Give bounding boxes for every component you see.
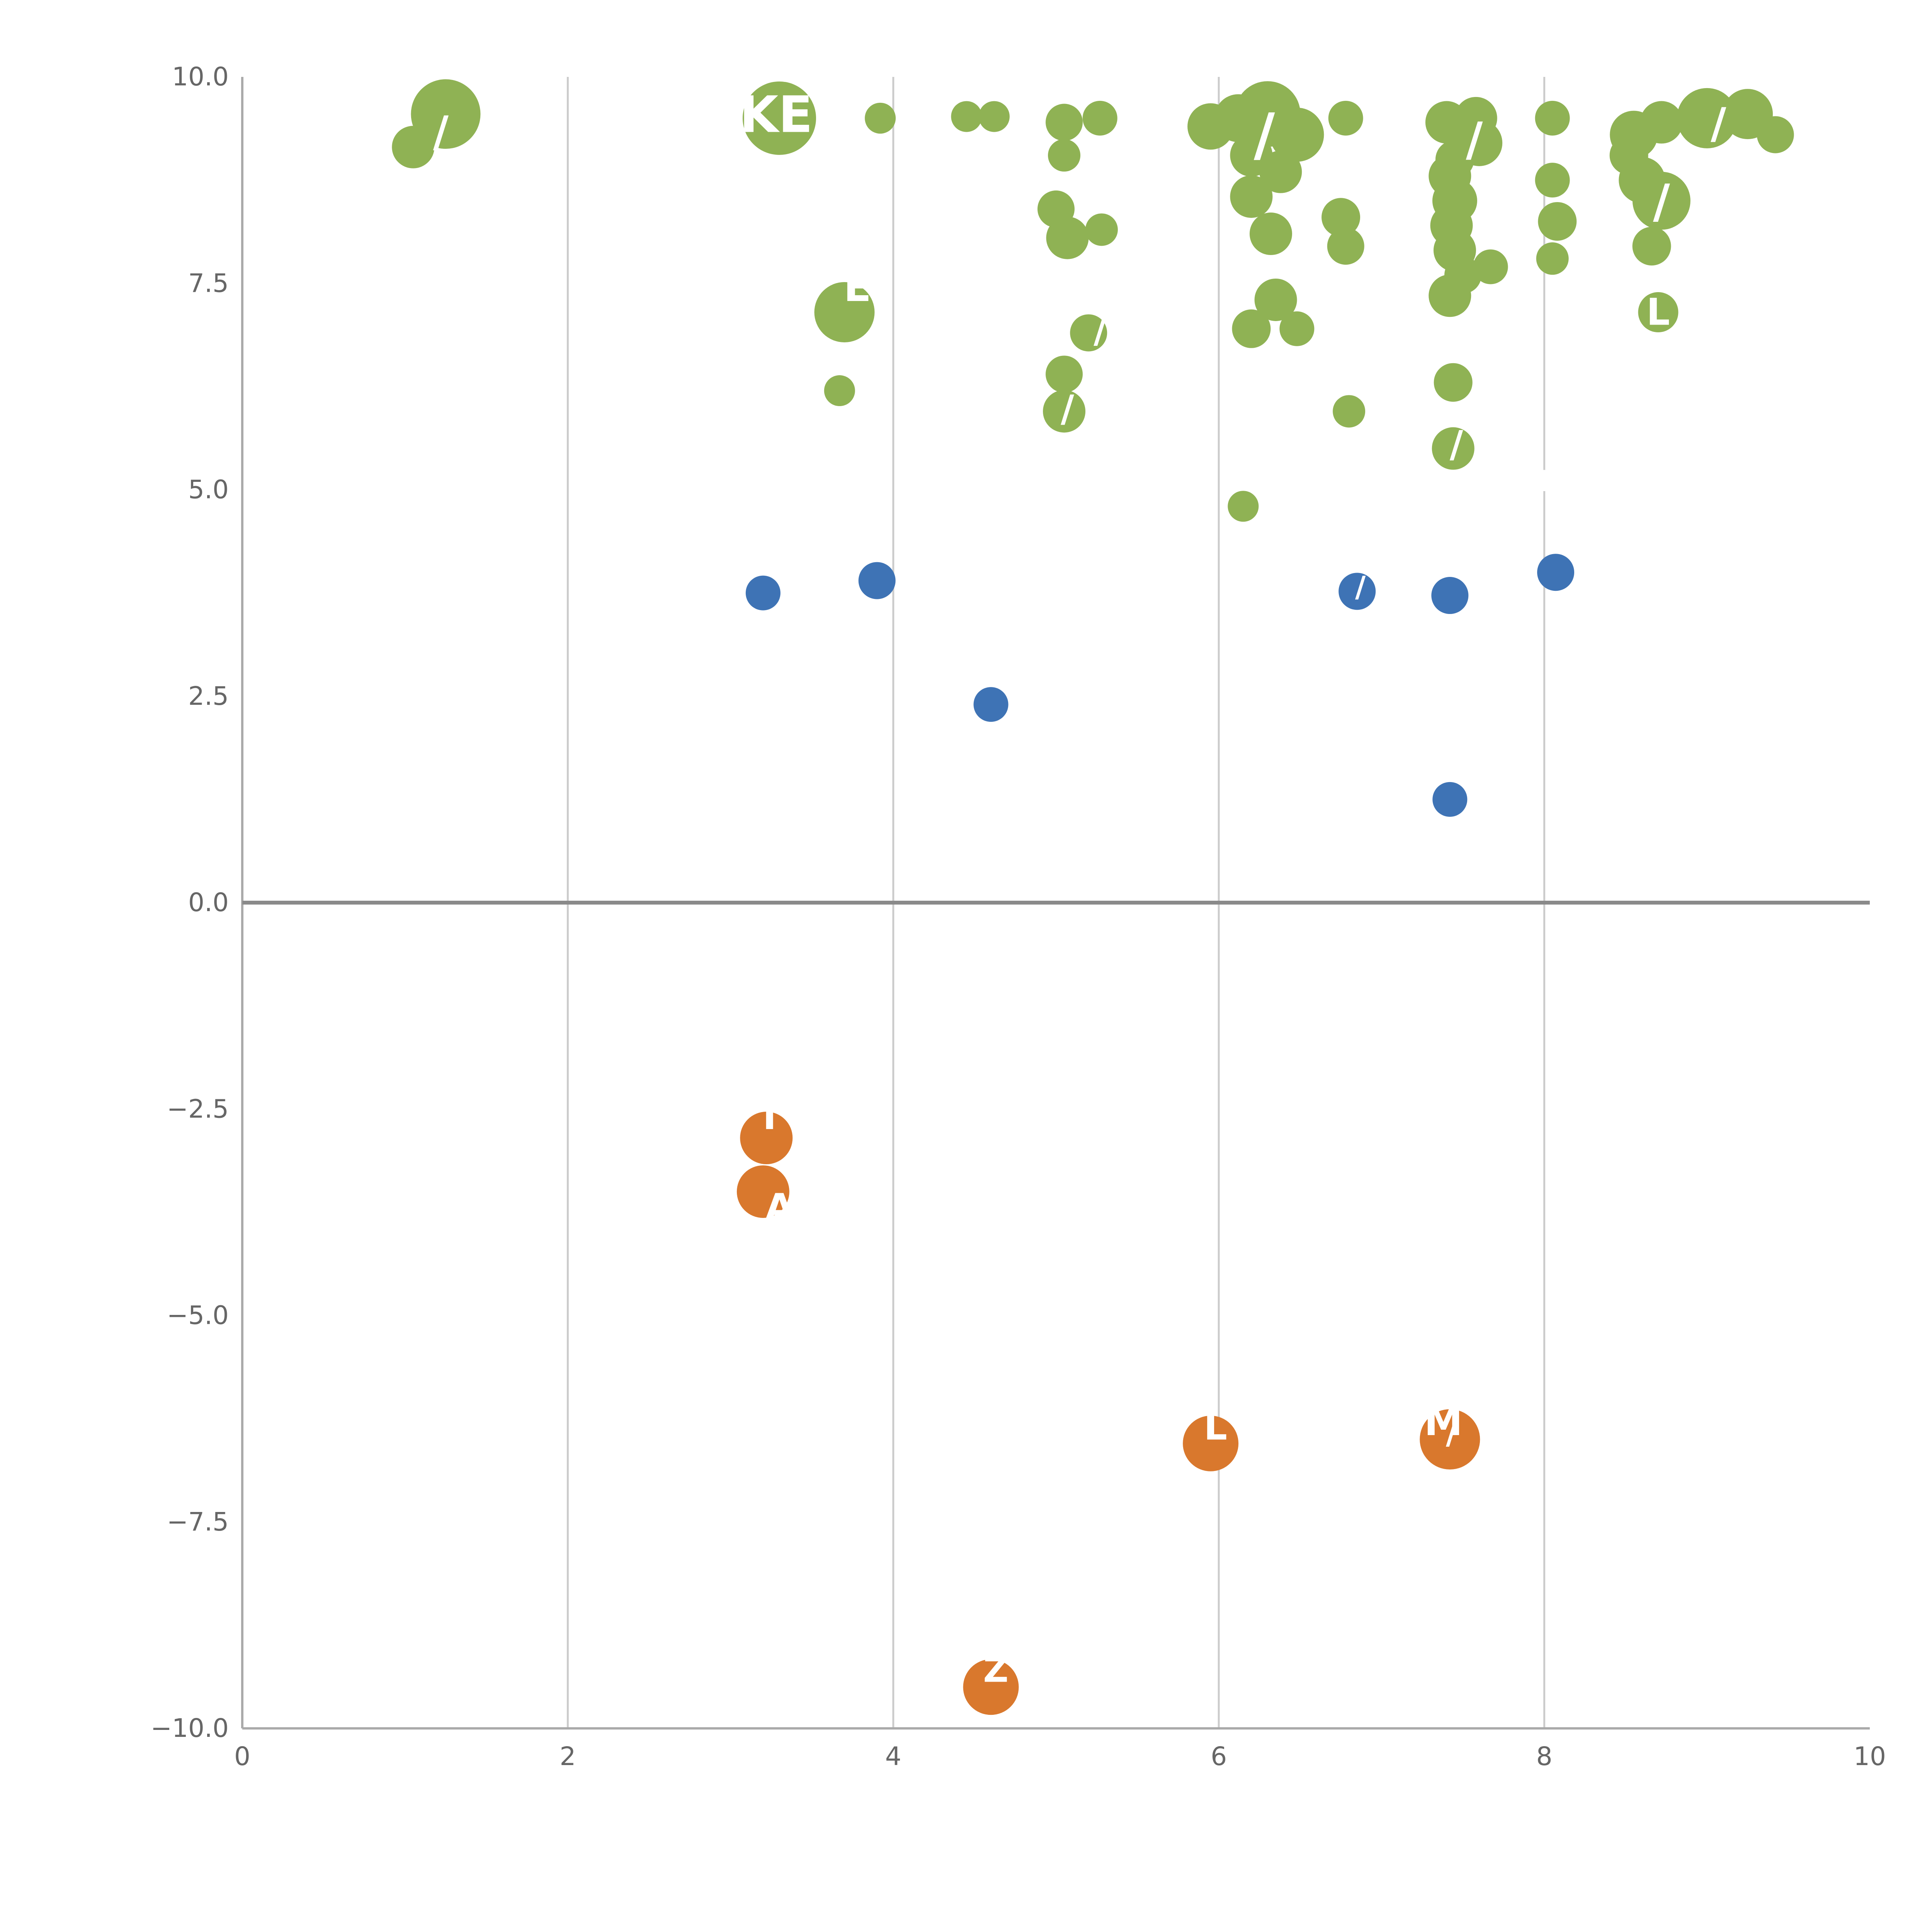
scatter-point-orange — [736, 1165, 789, 1218]
annotation-text: / — [1355, 570, 1366, 604]
x-tick-label: 10 — [1854, 1742, 1886, 1771]
scatter-point-green — [1279, 311, 1315, 346]
scatter-point-blue — [745, 575, 781, 611]
scatter-point-green — [1230, 175, 1273, 218]
scatter-point-green — [1638, 292, 1679, 333]
scatter-point-blue — [1431, 577, 1469, 614]
annotation-text: / — [1254, 101, 1275, 168]
annotation-text: ■ — [1481, 1398, 1516, 1440]
scatter-point-green — [1632, 172, 1690, 230]
scatter-point-green — [1259, 150, 1302, 193]
scatter-point-green — [1333, 395, 1366, 428]
scatter-point-green — [1046, 355, 1083, 393]
scatter-point-green — [1046, 104, 1083, 141]
annotation-text: / — [1653, 175, 1670, 229]
scatter-point-green — [1228, 491, 1259, 522]
scatter-point-green — [824, 375, 855, 406]
scatter-point-green — [1632, 227, 1671, 266]
scatter-point-green — [1535, 100, 1570, 136]
x-tick-label: 0 — [234, 1742, 250, 1771]
scatter-point-green — [392, 126, 435, 168]
y-tick-label: −7.5 — [167, 1507, 229, 1537]
scatter-point-green — [1254, 278, 1297, 321]
scatter-point-green — [978, 101, 1010, 132]
scatter-point-green — [1270, 107, 1324, 162]
scatter-point-green — [1536, 242, 1569, 275]
scatter-point-blue — [1432, 782, 1468, 817]
scatter-point-green — [411, 79, 481, 149]
annotation-text: / — [1450, 423, 1463, 466]
scatter-point-green — [1429, 274, 1471, 317]
scatter-point-blue — [1537, 554, 1575, 591]
scatter-point-green — [742, 81, 816, 155]
scatter-point-orange — [1420, 1409, 1480, 1470]
scatter-point-green — [865, 102, 896, 134]
annotation-text: L — [1204, 1406, 1228, 1448]
scatter-point-blue — [973, 687, 1009, 722]
annotation-text: E — [844, 264, 871, 311]
scatter-point-orange — [1183, 1415, 1239, 1471]
scatter-point-green — [1321, 198, 1361, 237]
annotation-text: / — [1466, 113, 1483, 167]
scatter-point-green — [1473, 249, 1508, 284]
scatter-point-orange — [963, 1659, 1019, 1715]
annotation-text: / — [1446, 1415, 1458, 1451]
scatter-point-green — [814, 282, 875, 343]
scatter-point-green — [951, 101, 982, 132]
scatter-point-green — [1432, 427, 1475, 470]
scatter-point-green — [1048, 139, 1081, 172]
y-tick-label: 2.5 — [188, 681, 229, 711]
annotation-text: I — [763, 1095, 776, 1138]
annotation-text: / — [1061, 388, 1074, 430]
annotation-text: A — [765, 1186, 794, 1229]
x-tick-label: 8 — [1536, 1742, 1553, 1771]
y-tick-label: 7.5 — [188, 268, 229, 298]
annotation-text: / — [1094, 310, 1106, 351]
annotation-text: / — [433, 107, 449, 156]
scatter-point-orange — [740, 1112, 793, 1165]
scatter-point-green — [1538, 202, 1577, 241]
scatter-point-green — [1535, 163, 1570, 198]
scatter-point-green — [1327, 228, 1364, 265]
scatter-point-green — [1085, 213, 1118, 246]
annotation-text: / — [1711, 99, 1726, 148]
annotation-text: Z — [983, 1650, 1009, 1690]
scatter-point-green — [1070, 314, 1107, 352]
y-tick-label: 0.0 — [188, 888, 229, 917]
scatter-point-green — [1640, 101, 1683, 144]
scatter-point-green — [1757, 116, 1794, 153]
annotation-text: M — [1424, 1399, 1463, 1444]
scatter-point-blue — [858, 562, 896, 599]
annotation-text: L — [1540, 464, 1558, 498]
y-tick-label: −5.0 — [167, 1301, 229, 1330]
annotation-text: L — [1646, 291, 1670, 333]
scatter-point-green — [1082, 100, 1117, 136]
scatter-point-green — [1434, 363, 1473, 402]
y-tick-label: −10.0 — [151, 1713, 229, 1743]
x-tick-label: 4 — [885, 1742, 901, 1771]
scatter-point-green — [1046, 216, 1089, 259]
y-tick-label: −2.5 — [167, 1094, 229, 1124]
y-tick-label: 10.0 — [172, 62, 229, 92]
x-tick-label: 2 — [560, 1742, 576, 1771]
scatter-point-green — [1043, 390, 1086, 433]
scatter-point-green — [1232, 309, 1271, 348]
scatter-point-green — [1677, 88, 1737, 148]
annotation-text: KE — [740, 85, 813, 144]
scatter-point-green — [1249, 213, 1292, 255]
scatter-point-blue — [1338, 573, 1376, 610]
x-tick-label: 6 — [1211, 1742, 1227, 1771]
scatter-point-green — [1328, 100, 1363, 136]
y-tick-label: 5.0 — [188, 475, 229, 505]
